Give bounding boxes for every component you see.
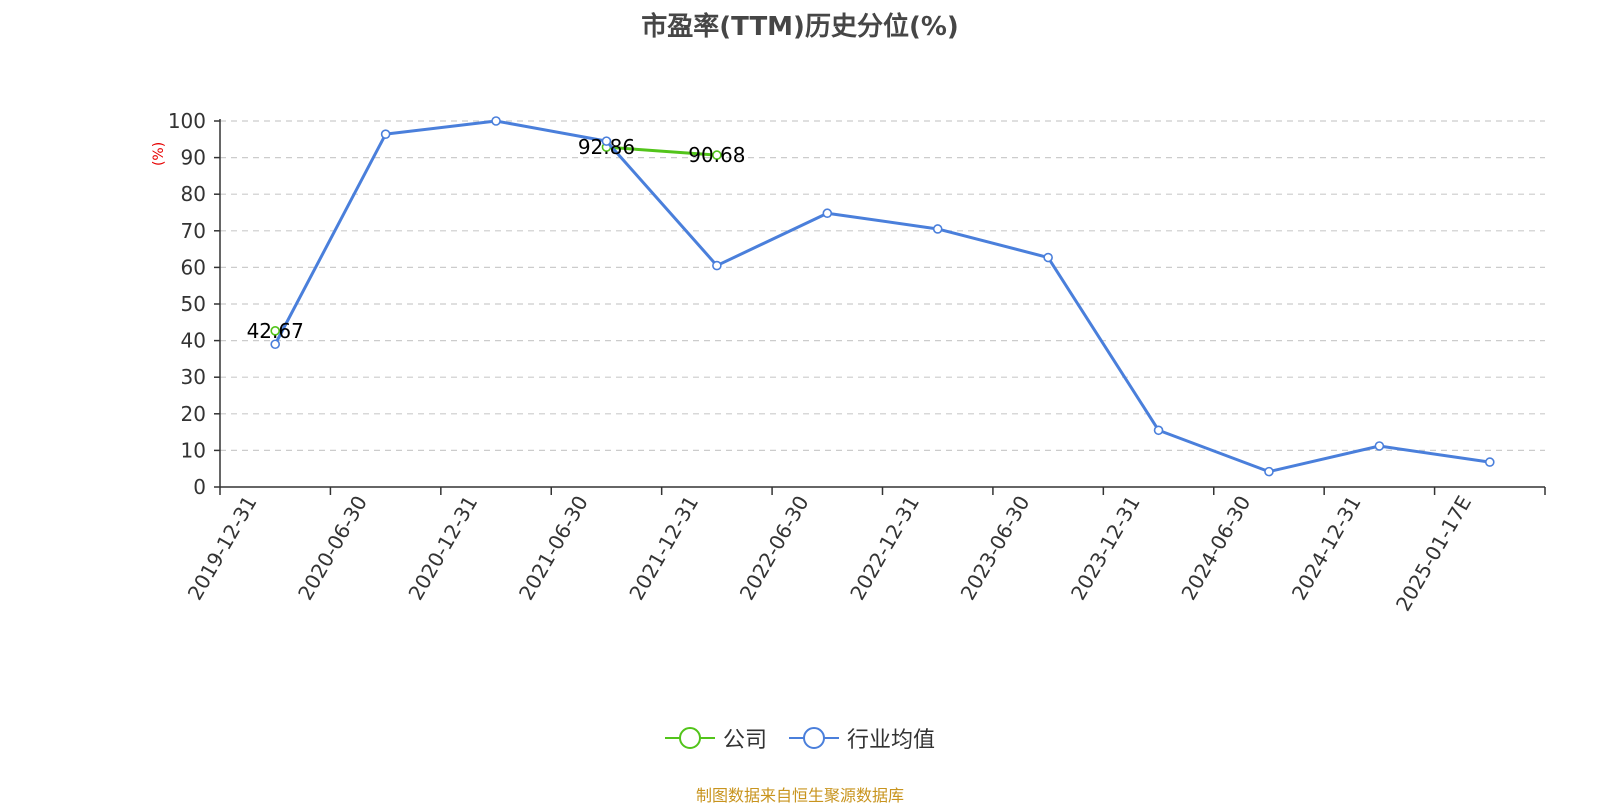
y-tick-label: 30 [181,365,206,389]
x-tick-label: 2023-12-31 [1066,492,1145,605]
y-tick-label: 20 [181,402,206,426]
y-axis-label: (%) [151,142,167,166]
data-point [1374,441,1385,451]
legend: 公司 行业均值 [0,722,1600,754]
y-tick-label: 60 [181,255,206,279]
y-tick-label: 40 [181,329,206,353]
data-point [491,116,501,126]
source-note: 制图数据来自恒生聚源数据库 [695,786,904,805]
data-point [712,260,722,271]
x-tick-label: 2020-12-31 [403,491,482,604]
x-tick-label: 2019-12-31 [183,492,262,605]
x-tick-label: 2022-12-31 [845,491,924,604]
data-point [1264,466,1274,477]
series-line-0 [606,145,717,157]
data-label: 92.86 [578,135,635,159]
x-tick-label: 2020-06-30 [293,492,372,605]
x-tick-label: 2022-06-30 [735,492,814,605]
y-tick-label: 90 [181,146,206,170]
y-tick-label: 80 [181,182,206,206]
legend-item-0[interactable]: 公司 [664,722,767,754]
y-tick-label: 70 [181,219,206,243]
chart-title: 市盈率(TTM)历史分位(%) [641,12,959,42]
data-label: 90.68 [688,143,745,167]
data-point [270,339,281,350]
grid-lines [220,120,1545,451]
data-point [1043,252,1053,263]
data-point [270,326,281,336]
legend-marker-icon [789,727,839,749]
data-point [712,150,722,160]
x-tick-label: 2025-01-17E [1391,492,1476,616]
x-tick-label: 2024-06-30 [1176,492,1255,605]
x-tick-label: 2021-12-31 [624,492,703,605]
data-point [380,129,391,139]
data-point [1153,425,1164,436]
y-tick-label: 100 [168,109,206,133]
series-line-1 [273,119,1491,474]
legend-marker-icon [664,727,715,749]
data-point [822,208,833,219]
legend-item-1[interactable]: 行业均值 [789,722,935,754]
legend-label: 公司 [722,728,767,753]
x-tick-label: 2023-06-30 [956,492,1035,605]
data-point [601,136,612,146]
data-point [1484,457,1495,467]
data-labels: 42.67 92.86 90.68 [247,135,746,343]
series-lines [270,116,1495,477]
y-tick-label: 10 [181,438,206,462]
y-tick-label: 0 [193,475,206,499]
data-label: 42.67 [247,319,304,343]
x-tick-label: 2021-06-30 [514,492,593,605]
data-point [932,224,943,234]
y-tick-label: 50 [181,292,206,316]
x-tick-label: 2024-12-31 [1287,492,1366,605]
legend-label: 行业均值 [847,728,936,753]
